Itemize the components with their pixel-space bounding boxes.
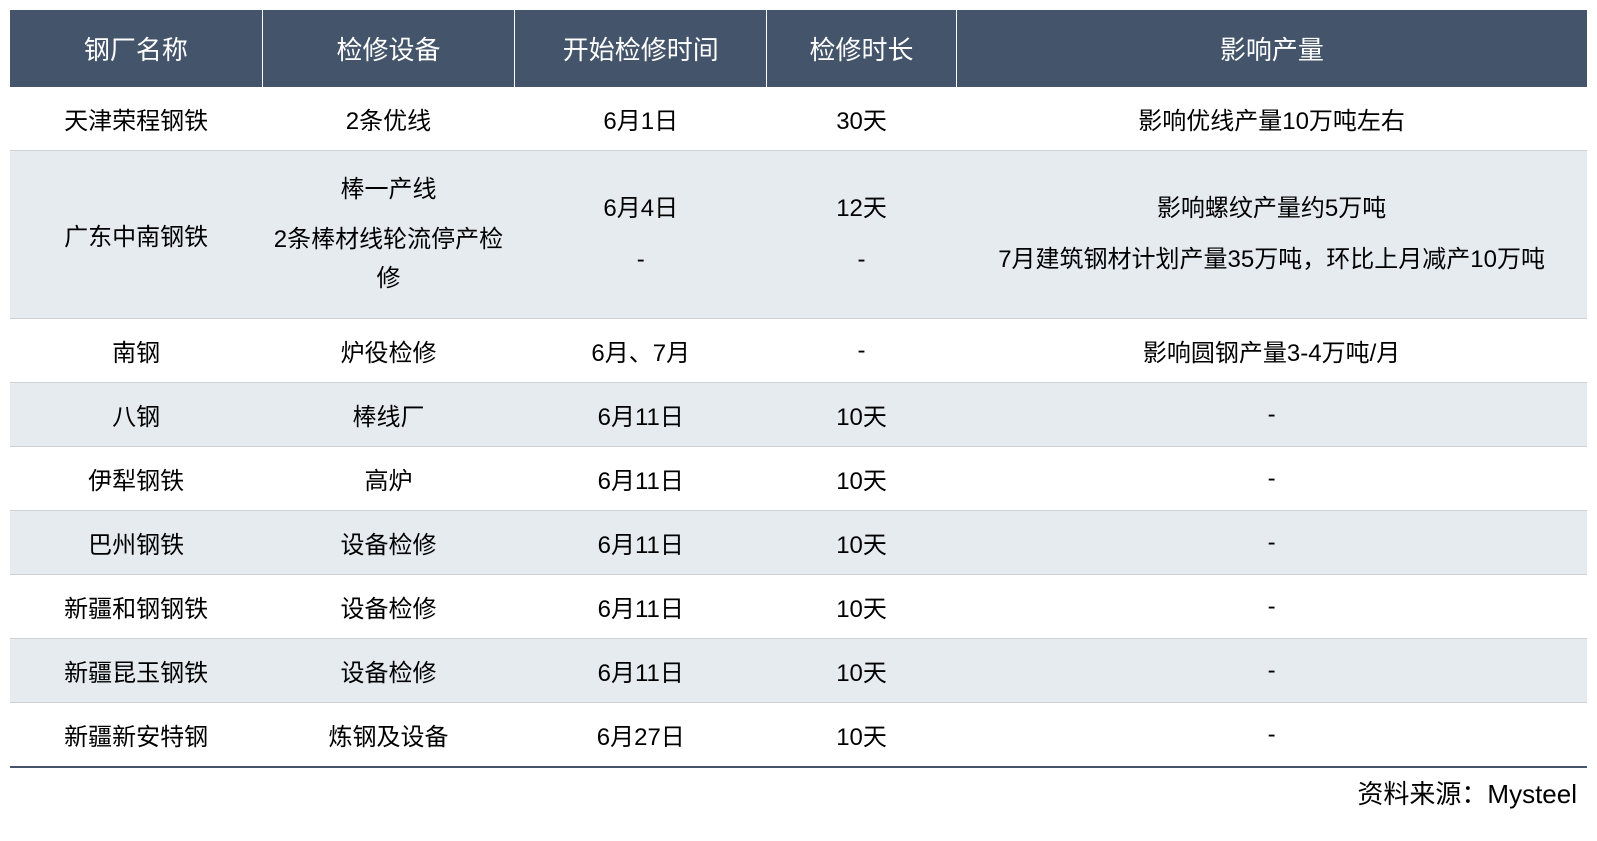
- cell-duration: 10天: [767, 447, 956, 511]
- cell-equipment-line1: 棒一产线: [272, 165, 504, 215]
- cell-start: 6月1日: [515, 87, 767, 151]
- cell-equipment: 2条优线: [262, 87, 514, 151]
- cell-equipment: 高炉: [262, 447, 514, 511]
- cell-duration: 10天: [767, 639, 956, 703]
- header-start: 开始检修时间: [515, 10, 767, 87]
- cell-impact-line2: 7月建筑钢材计划产量35万吨，环比上月减产10万吨: [966, 235, 1577, 285]
- cell-equipment: 设备检修: [262, 639, 514, 703]
- cell-impact: -: [956, 703, 1587, 768]
- table-row: 新疆新安特钢 炼钢及设备 6月27日 10天 -: [10, 703, 1587, 768]
- cell-name: 伊犁钢铁: [10, 447, 262, 511]
- cell-impact: -: [956, 383, 1587, 447]
- cell-duration: 10天: [767, 511, 956, 575]
- cell-start-line2: -: [525, 235, 757, 285]
- cell-equipment: 炉役检修: [262, 319, 514, 383]
- cell-impact: -: [956, 447, 1587, 511]
- cell-name: 新疆昆玉钢铁: [10, 639, 262, 703]
- cell-start: 6月11日: [515, 639, 767, 703]
- header-impact: 影响产量: [956, 10, 1587, 87]
- cell-start: 6月11日: [515, 575, 767, 639]
- cell-duration: 12天 -: [767, 151, 956, 319]
- cell-name: 新疆和钢钢铁: [10, 575, 262, 639]
- cell-duration-line1: 12天: [777, 184, 946, 234]
- table-row: 南钢 炉役检修 6月、7月 - 影响圆钢产量3-4万吨/月: [10, 319, 1587, 383]
- table-row: 新疆和钢钢铁 设备检修 6月11日 10天 -: [10, 575, 1587, 639]
- cell-impact: 影响优线产量10万吨左右: [956, 87, 1587, 151]
- cell-name: 八钢: [10, 383, 262, 447]
- cell-impact-line1: 影响螺纹产量约5万吨: [966, 184, 1577, 234]
- cell-equipment: 设备检修: [262, 575, 514, 639]
- table-row: 巴州钢铁 设备检修 6月11日 10天 -: [10, 511, 1587, 575]
- cell-duration: 10天: [767, 383, 956, 447]
- cell-duration-line2: -: [777, 235, 946, 285]
- table-row: 伊犁钢铁 高炉 6月11日 10天 -: [10, 447, 1587, 511]
- cell-duration: 10天: [767, 703, 956, 768]
- cell-impact: 影响螺纹产量约5万吨 7月建筑钢材计划产量35万吨，环比上月减产10万吨: [956, 151, 1587, 319]
- table-row: 广东中南钢铁 棒一产线 2条棒材线轮流停产检修 6月4日 - 12天 - 影响螺…: [10, 151, 1587, 319]
- header-name: 钢厂名称: [10, 10, 262, 87]
- cell-name: 巴州钢铁: [10, 511, 262, 575]
- cell-equipment-line2: 2条棒材线轮流停产检修: [272, 215, 504, 304]
- table-row: 天津荣程钢铁 2条优线 6月1日 30天 影响优线产量10万吨左右: [10, 87, 1587, 151]
- source-label: 资料来源：Mysteel: [10, 768, 1587, 811]
- cell-start: 6月11日: [515, 383, 767, 447]
- cell-duration: 10天: [767, 575, 956, 639]
- cell-impact: -: [956, 575, 1587, 639]
- cell-start: 6月27日: [515, 703, 767, 768]
- cell-equipment: 炼钢及设备: [262, 703, 514, 768]
- cell-duration: 30天: [767, 87, 956, 151]
- table-row: 八钢 棒线厂 6月11日 10天 -: [10, 383, 1587, 447]
- cell-equipment: 设备检修: [262, 511, 514, 575]
- cell-impact: -: [956, 639, 1587, 703]
- cell-name: 新疆新安特钢: [10, 703, 262, 768]
- cell-name: 广东中南钢铁: [10, 151, 262, 319]
- table-header-row: 钢厂名称 检修设备 开始检修时间 检修时长 影响产量: [10, 10, 1587, 87]
- table-row: 新疆昆玉钢铁 设备检修 6月11日 10天 -: [10, 639, 1587, 703]
- cell-start-line1: 6月4日: [525, 184, 757, 234]
- cell-start: 6月11日: [515, 511, 767, 575]
- cell-equipment: 棒一产线 2条棒材线轮流停产检修: [262, 151, 514, 319]
- cell-duration: -: [767, 319, 956, 383]
- cell-start: 6月4日 -: [515, 151, 767, 319]
- header-equipment: 检修设备: [262, 10, 514, 87]
- maintenance-table: 钢厂名称 检修设备 开始检修时间 检修时长 影响产量 天津荣程钢铁 2条优线 6…: [10, 10, 1587, 768]
- cell-name: 南钢: [10, 319, 262, 383]
- table-container: 钢厂名称 检修设备 开始检修时间 检修时长 影响产量 天津荣程钢铁 2条优线 6…: [10, 10, 1587, 811]
- cell-start: 6月、7月: [515, 319, 767, 383]
- cell-impact: -: [956, 511, 1587, 575]
- header-duration: 检修时长: [767, 10, 956, 87]
- cell-equipment: 棒线厂: [262, 383, 514, 447]
- cell-name: 天津荣程钢铁: [10, 87, 262, 151]
- cell-start: 6月11日: [515, 447, 767, 511]
- cell-impact: 影响圆钢产量3-4万吨/月: [956, 319, 1587, 383]
